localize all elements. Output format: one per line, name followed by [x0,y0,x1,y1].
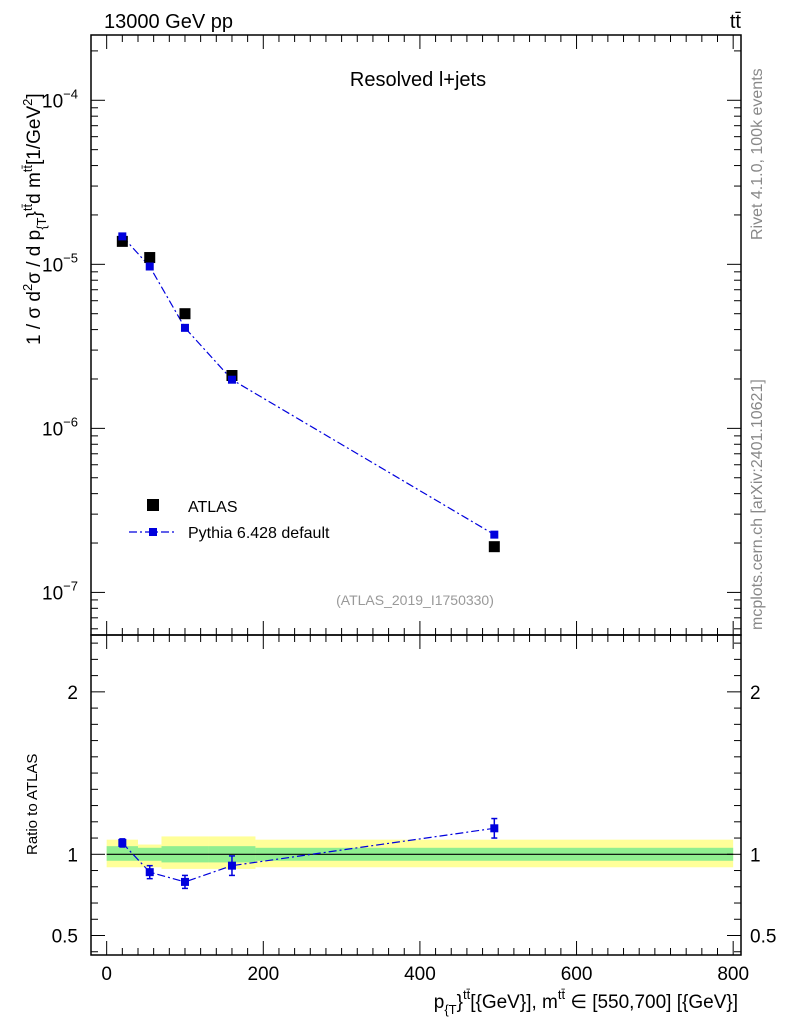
main-y-tick-label: 10−6 [42,414,78,440]
ratio-point [145,868,154,877]
main-data-points [116,232,500,553]
ratio-point [490,824,499,833]
pythia-curve [121,235,495,536]
ratio-curve [118,817,499,890]
atlas-point [179,308,191,320]
atlas-point [144,252,156,264]
main-y-tick-label: 10−4 [42,86,78,112]
mcplots-label: mcplots.cern.ch [arXiv:2401.10621] [749,379,766,630]
legend-atlas-marker [147,499,159,511]
ratio-x-tick-label: 400 [404,964,436,985]
energy-label: 13000 GeV pp [104,11,233,33]
band-inner-0 [106,846,138,861]
pythia-point [490,530,499,539]
pythia-point [180,323,189,332]
ratio-y-tick-label: 0.5 [52,927,78,948]
rivet-label: Rivet 4.1.0, 100k events [749,68,766,240]
main-y-tick-label: 10−5 [42,250,78,276]
main-y-tick-label: 10−7 [42,578,78,604]
ratio-point [227,861,236,870]
ratio-y-tick-label-right: 2 [750,683,761,704]
pythia-point [145,262,154,271]
legend-pythia-label: Pythia 6.428 default [188,525,330,542]
legend-pythia-marker [149,528,157,536]
ratio-uncertainty-bands [106,836,734,869]
chart-title: Resolved l+jets [350,69,486,91]
ratio-x-tick-label: 0 [101,964,112,985]
pythia-line [121,235,495,536]
ratio-x-tick-label: 800 [717,964,749,985]
pythia-point [227,375,236,384]
ratio-point [118,838,127,847]
ratio-y-axis-label: Ratio to ATLAS [24,754,41,855]
atlas-point [226,370,238,382]
pythia-point [118,232,127,241]
analysis-tag: (ATLAS_2019_I1750330) [336,592,494,608]
legend-atlas-label: ATLAS [188,499,238,516]
ratio-point [180,877,189,886]
ratio-x-tick-label: 600 [561,964,593,985]
ratio-y-tick-label-right: 0.5 [750,927,776,948]
ratio-y-tick-label-right: 1 [750,845,761,866]
main-y-axis-label: 1 / σ d2σ / d p{T}tt̄d mtt̄[1/GeV2] [20,93,49,345]
atlas-point [116,235,128,247]
atlas-point [488,541,500,553]
x-axis-label: p{T}tt̄[{GeV}], mtt̄ ∈ [550,700] [{GeV}] [434,987,738,1017]
ratio-x-tick-label: 200 [247,964,279,985]
main-axis-ticks: 10−7 10−6 10−5 10−4 [42,35,741,635]
main-plot-frame [90,34,742,636]
ratio-plot-frame [90,634,742,956]
ratio-y-tick-label: 2 [67,683,78,704]
ratio-y-tick-label: 1 [67,845,78,866]
process-label: tt̄ [730,11,742,33]
